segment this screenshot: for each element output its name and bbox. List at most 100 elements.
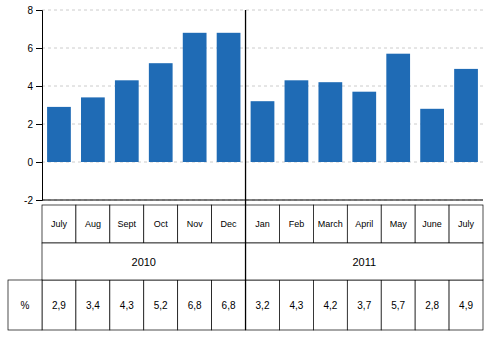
category-label: July	[458, 219, 475, 229]
category-label: May	[390, 219, 408, 229]
grid	[42, 10, 483, 200]
value-cell	[313, 280, 347, 330]
bar	[81, 97, 105, 162]
value-cell	[246, 280, 280, 330]
value-label: 4,3	[120, 300, 134, 311]
bar	[420, 109, 444, 162]
category-label: March	[318, 219, 343, 229]
month-cell	[212, 205, 246, 243]
bar	[115, 80, 139, 162]
table-label: %	[21, 300, 30, 311]
tick-mark	[36, 162, 42, 163]
value-label: 3,7	[357, 300, 371, 311]
bar	[352, 92, 376, 162]
month-cell	[144, 205, 178, 243]
category-label: Feb	[289, 219, 305, 229]
tick: 8	[27, 5, 42, 16]
category-label: July	[51, 219, 68, 229]
value-label: 6,8	[188, 300, 202, 311]
tick-label: 2	[27, 119, 33, 130]
month-cell	[381, 205, 415, 243]
value-label: 3,2	[256, 300, 270, 311]
tick: 0	[27, 157, 42, 168]
category-label: Jan	[255, 219, 270, 229]
value-cell	[42, 280, 76, 330]
x-axis-line	[42, 200, 483, 201]
bar	[318, 82, 342, 162]
bar	[454, 69, 478, 162]
value-label: 4,9	[459, 300, 473, 311]
tick: 4	[27, 81, 42, 92]
y-axis-line	[36, 11, 43, 201]
month-cell	[246, 205, 280, 243]
value-cell	[144, 280, 178, 330]
group-label: 2010	[132, 256, 156, 268]
bar	[285, 80, 309, 162]
category-label: June	[422, 219, 442, 229]
month-cell	[178, 205, 212, 243]
month-cell	[42, 205, 76, 243]
category-label: Dec	[221, 219, 238, 229]
group-separator	[245, 10, 246, 330]
grid-line	[42, 200, 483, 201]
bar	[47, 107, 71, 162]
value-label: 4,3	[289, 300, 303, 311]
year-cell	[246, 243, 483, 280]
tick: -2	[24, 195, 42, 206]
bar	[251, 101, 275, 162]
tick: 6	[27, 43, 42, 54]
month-cell	[449, 205, 483, 243]
bar	[386, 54, 410, 162]
grid-line	[42, 48, 483, 49]
value-label: 5,7	[391, 300, 405, 311]
month-cell	[415, 205, 449, 243]
group-label: 2011	[352, 256, 376, 268]
value-label: 5,2	[154, 300, 168, 311]
month-cell	[76, 205, 110, 243]
value-cell	[178, 280, 212, 330]
value-cell	[347, 280, 381, 330]
month-cell	[110, 205, 144, 243]
tick-mark	[36, 86, 42, 87]
category-label: Sept	[118, 219, 137, 229]
value-cell	[415, 280, 449, 330]
bar	[217, 33, 241, 162]
grid-line	[42, 10, 483, 11]
tick-mark	[36, 48, 42, 49]
bar	[149, 63, 173, 162]
tick-mark	[36, 10, 42, 11]
tick-mark	[36, 124, 42, 125]
row-label-cell	[8, 280, 42, 330]
tick-label: 8	[27, 5, 33, 16]
tick-label: 0	[27, 157, 33, 168]
value-cell	[212, 280, 246, 330]
value-label: 6,8	[222, 300, 236, 311]
grid-line	[42, 86, 483, 87]
month-cell	[313, 205, 347, 243]
value-label: 3,4	[86, 300, 100, 311]
tick-mark	[36, 200, 42, 201]
category-label: Oct	[154, 219, 169, 229]
year-cell	[42, 243, 246, 280]
value-cell	[279, 280, 313, 330]
y-axis: -2 0 2 4 6 8	[24, 5, 42, 206]
category-label: Aug	[85, 219, 101, 229]
tick: 2	[27, 119, 42, 130]
value-label: 2,8	[425, 300, 439, 311]
chart: -2 0 2 4 6 8 July Aug Sept Oct Nov Dec Jan Feb March Ap…	[0, 0, 493, 348]
tick-label: 6	[27, 43, 33, 54]
bars	[47, 33, 478, 162]
value-label: 2,9	[52, 300, 66, 311]
category-label: April	[355, 219, 373, 229]
month-cell	[279, 205, 313, 243]
value-cell	[110, 280, 144, 330]
bar	[183, 33, 207, 162]
category-label: Nov	[187, 219, 204, 229]
month-cell	[347, 205, 381, 243]
value-cell	[449, 280, 483, 330]
value-cell	[381, 280, 415, 330]
tick-label: -2	[24, 195, 33, 206]
value-cell	[76, 280, 110, 330]
tick-label: 4	[27, 81, 33, 92]
value-label: 4,2	[323, 300, 337, 311]
